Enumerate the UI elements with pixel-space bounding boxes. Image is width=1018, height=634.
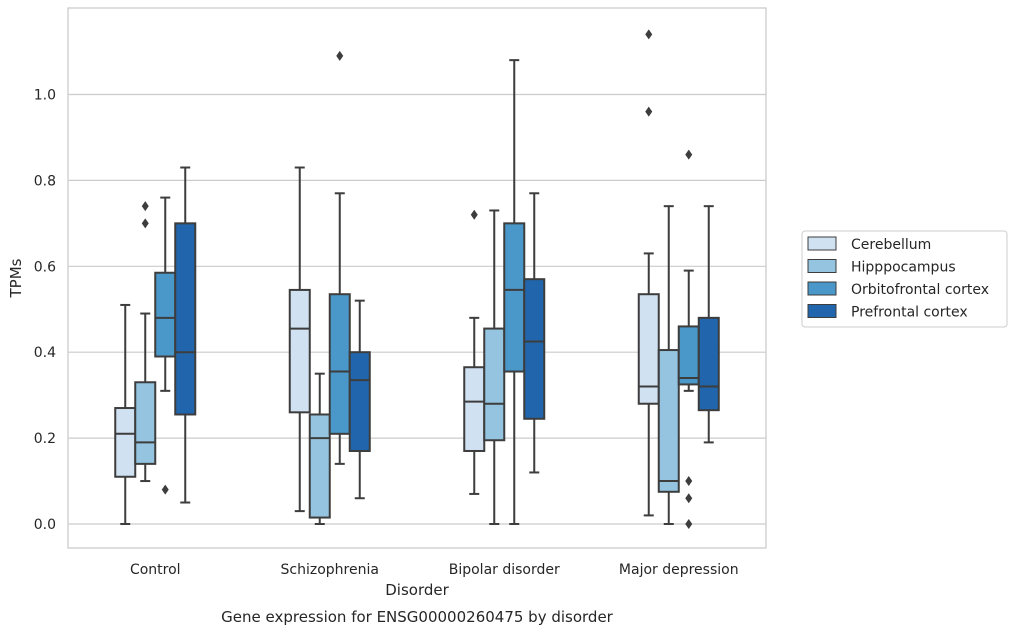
legend-label: Hipppocampus <box>851 260 956 276</box>
outlier-point <box>470 209 478 220</box>
box <box>463 366 486 452</box>
box <box>134 381 157 465</box>
series-prefrontal-cortex <box>174 166 720 504</box>
box <box>348 351 371 452</box>
box <box>154 271 177 358</box>
outlier-point <box>141 201 149 212</box>
box <box>637 293 660 405</box>
outlier-point <box>141 218 149 229</box>
series-hipppocampus <box>134 201 680 525</box>
y-axis-label: TPMs <box>7 258 25 298</box>
outlier-point <box>645 106 653 117</box>
plot-frame <box>67 7 767 549</box>
legend-swatch <box>807 259 837 273</box>
y-axis-ticks: 0.0 0.2 0.4 0.6 0.8 1.0 <box>34 88 56 534</box>
series-cerebellum <box>114 29 660 525</box>
outlier-point <box>645 29 653 40</box>
y-tick-label: 0.2 <box>34 431 56 447</box>
y-tick-label: 0.8 <box>34 173 56 189</box>
y-tick-label: 1.0 <box>34 88 56 104</box>
legend-label: Orbitofrontal cortex <box>851 282 989 298</box>
chart-title: Gene expression for ENSG00000260475 by d… <box>221 608 614 626</box>
legend-swatch <box>807 281 837 296</box>
x-tick-label: Schizophrenia <box>281 562 379 578</box>
box-plot-series <box>114 29 720 529</box>
outlier-point <box>685 476 693 487</box>
box <box>328 293 351 435</box>
box <box>483 327 506 442</box>
legend-label: Prefrontal cortex <box>851 305 968 321</box>
box <box>523 278 546 420</box>
legend-label: Cerebellum <box>851 237 931 253</box>
box <box>288 288 311 414</box>
x-tick-label: Control <box>130 562 181 578</box>
x-tick-label: Bipolar disorder <box>449 562 560 578</box>
y-tick-label: 0.0 <box>34 517 56 533</box>
outlier-point <box>685 493 693 504</box>
series-orbitofrontal-cortex <box>154 50 700 529</box>
box <box>503 222 526 373</box>
box <box>657 349 680 493</box>
outlier-point <box>685 149 693 160</box>
x-axis-label: Disorder <box>385 581 449 599</box>
outlier-point <box>685 519 693 529</box>
legend-swatch <box>807 236 837 251</box>
legend-swatch <box>807 304 837 318</box>
x-axis-ticks: Control Schizophrenia Bipolar disorder Majo… <box>130 562 739 578</box>
box <box>697 316 720 412</box>
outlier-point <box>161 484 169 495</box>
outlier-point <box>336 50 344 61</box>
box <box>308 413 331 519</box>
x-tick-label: Major depression <box>619 562 739 578</box>
y-tick-label: 0.6 <box>34 259 56 275</box>
legend: Cerebellum Hipppocampus Orbitofrontal cort… <box>801 230 1008 328</box>
box <box>677 325 700 386</box>
box <box>114 407 137 478</box>
legend-frame <box>801 230 1008 328</box>
box <box>174 222 197 416</box>
y-tick-label: 0.4 <box>34 345 56 361</box>
